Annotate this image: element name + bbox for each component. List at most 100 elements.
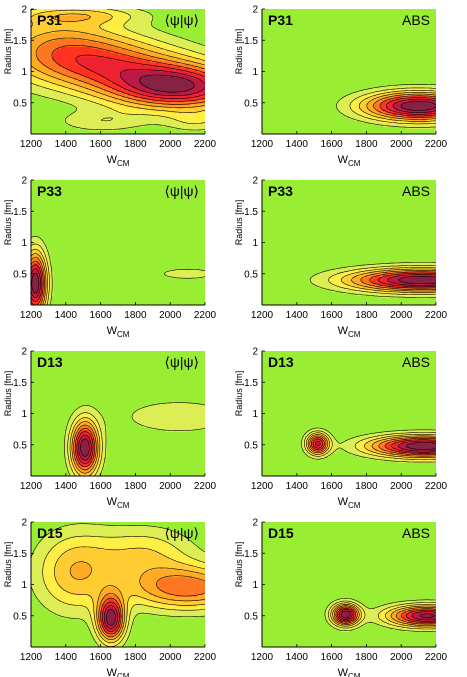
x-tick-label: 1600 (320, 310, 343, 321)
contour-lines (324, 598, 436, 632)
x-tick-label: 1800 (124, 310, 147, 321)
x-axis-label: WCM (338, 154, 361, 168)
contour-lines (64, 402, 205, 476)
x-tick-label: 1600 (89, 481, 112, 492)
x-tick-label: 2000 (390, 481, 413, 492)
x-tick-label: 1200 (251, 481, 274, 492)
y-axis-label: Radius [fm] (234, 200, 244, 246)
x-tick-label: 1800 (124, 652, 147, 663)
y-tick-label: 2 (21, 176, 27, 187)
y-tick-label: 0.5 (244, 98, 258, 109)
contour-lines (309, 262, 436, 298)
x-tick-label: 2000 (390, 139, 413, 150)
y-tick-label: 1 (252, 580, 258, 591)
x-axis-label: WCM (338, 496, 361, 510)
quantity-label: ABS (402, 183, 430, 199)
x-axis-label: WCM (107, 154, 130, 168)
x-tick-label: 1400 (286, 652, 309, 663)
plot-background (31, 180, 205, 305)
y-tick-label: 1 (21, 238, 27, 249)
y-tick-label: 2 (21, 5, 27, 16)
x-tick-label: 2200 (425, 310, 448, 321)
x-tick-label: 2000 (159, 139, 182, 150)
y-tick-label: 1 (21, 67, 27, 78)
panel-d15-abs: 1200 1400 1600 1800 2000 2200 0.5 1 1.5 2 WCM Radiu… (234, 518, 448, 677)
contour-lines (31, 9, 205, 131)
x-tick-label: 1400 (55, 139, 78, 150)
x-tick-label: 2000 (159, 481, 182, 492)
panel-label: D15 (268, 525, 294, 541)
x-tick-label: 2200 (194, 652, 217, 663)
x-tick-label: 2200 (425, 139, 448, 150)
x-tick-label: 1600 (320, 652, 343, 663)
panel-label: D15 (37, 525, 63, 541)
x-tick-label: 1400 (55, 481, 78, 492)
x-tick-label: 2200 (194, 139, 217, 150)
x-tick-label: 2000 (390, 310, 413, 321)
x-tick-label: 1400 (286, 310, 309, 321)
panel-d13-abs: 1200 1400 1600 1800 2000 2200 0.5 1 1.5 2 WCM Radiu… (234, 347, 448, 511)
y-tick-label: 1.5 (244, 207, 258, 218)
panel-p31-psi: 1200 1400 1600 1800 2000 2200 0.5 1 1.5 2 WCM Radiu… (3, 5, 217, 169)
y-tick-label: 0.5 (13, 98, 27, 109)
contour-lines (301, 427, 436, 463)
quantity-label: ABS (402, 525, 430, 541)
x-tick-label: 2200 (425, 652, 448, 663)
quantity-label: ABS (402, 12, 430, 28)
x-tick-label: 1800 (355, 310, 378, 321)
x-tick-label: 1200 (20, 652, 43, 663)
panel-label: P31 (37, 12, 62, 28)
y-axis-label: Radius [fm] (234, 371, 244, 417)
x-axis-label: WCM (107, 667, 130, 677)
x-tick-label: 1600 (320, 139, 343, 150)
y-tick-label: 0.5 (244, 611, 258, 622)
y-axis-label: Radius [fm] (234, 29, 244, 75)
x-tick-label: 1400 (55, 310, 78, 321)
x-axis-label: WCM (107, 496, 130, 510)
x-axis-label: WCM (107, 325, 130, 339)
y-tick-label: 1.5 (244, 36, 258, 47)
panel-p33-psi: 1200 1400 1600 1800 2000 2200 0.5 1 1.5 2 WCM Radiu… (3, 176, 217, 340)
x-tick-label: 2200 (194, 310, 217, 321)
y-tick-label: 0.5 (244, 269, 258, 280)
x-tick-label: 1400 (286, 139, 309, 150)
x-tick-label: 1600 (89, 310, 112, 321)
y-tick-label: 2 (21, 518, 27, 529)
x-tick-label: 1400 (55, 652, 78, 663)
panel-label: D13 (37, 354, 63, 370)
x-tick-label: 1600 (320, 481, 343, 492)
panel-label: P33 (37, 183, 62, 199)
y-tick-label: 1.5 (244, 378, 258, 389)
y-axis-label: Radius [fm] (3, 200, 13, 246)
y-tick-label: 2 (252, 347, 258, 358)
panel-label: P31 (268, 12, 293, 28)
y-tick-label: 2 (21, 347, 27, 358)
y-tick-label: 2 (252, 5, 258, 16)
x-tick-label: 1400 (286, 481, 309, 492)
y-tick-label: 1 (252, 67, 258, 78)
contour-lines (31, 235, 205, 305)
y-axis-label: Radius [fm] (234, 542, 244, 588)
panel-label: D13 (268, 354, 294, 370)
y-tick-label: 1.5 (13, 36, 27, 47)
x-axis-label: WCM (338, 325, 361, 339)
x-tick-label: 1600 (89, 652, 112, 663)
y-axis-label: Radius [fm] (3, 29, 13, 75)
x-tick-label: 2000 (390, 652, 413, 663)
quantity-label: ⟨ψ|ψ⟩ (164, 354, 199, 370)
x-tick-label: 1200 (251, 652, 274, 663)
y-tick-label: 1.5 (13, 549, 27, 560)
panel-d13-psi: 1200 1400 1600 1800 2000 2200 0.5 1 1.5 2 WCM Radiu… (3, 347, 217, 511)
panel-p33-abs: 1200 1400 1600 1800 2000 2200 0.5 1 1.5 2 WCM Radiu… (234, 176, 448, 340)
x-tick-label: 2200 (194, 481, 217, 492)
y-tick-label: 1 (21, 409, 27, 420)
x-axis-label: WCM (338, 667, 361, 677)
y-tick-label: 1.5 (244, 549, 258, 560)
x-tick-label: 1800 (124, 139, 147, 150)
x-tick-label: 2200 (425, 481, 448, 492)
x-tick-label: 2000 (159, 310, 182, 321)
x-tick-label: 2000 (159, 652, 182, 663)
contour-lines (31, 523, 205, 647)
y-tick-label: 0.5 (244, 440, 258, 451)
x-tick-label: 1200 (251, 310, 274, 321)
